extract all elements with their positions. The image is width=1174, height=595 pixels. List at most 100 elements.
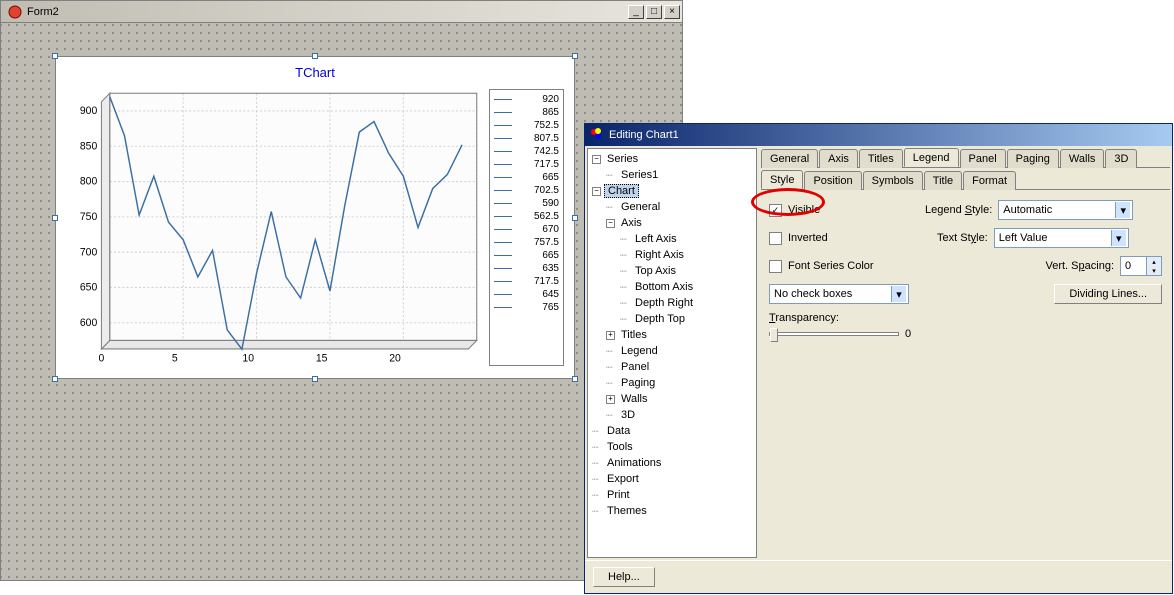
tree-item[interactable]: ┈Top Axis: [588, 263, 756, 279]
maximize-button[interactable]: □: [646, 5, 662, 19]
tab-legend[interactable]: Legend: [904, 148, 959, 167]
tree-item[interactable]: ┈Animations: [588, 455, 756, 471]
form-designer-window: Form2 _ □ × TChart 900850800750700650600…: [0, 0, 683, 581]
svg-text:650: 650: [80, 282, 98, 294]
legend-row: 562.5: [494, 210, 559, 223]
tree-item[interactable]: ┈Tools: [588, 439, 756, 455]
svg-text:850: 850: [80, 140, 98, 152]
visible-checkbox[interactable]: ✓: [769, 204, 782, 217]
inverted-checkbox[interactable]: [769, 232, 782, 245]
checkboxes-combo[interactable]: No check boxes ▾: [769, 284, 909, 304]
svg-text:0: 0: [99, 353, 105, 365]
tree-item[interactable]: ┈Depth Top: [588, 311, 756, 327]
tab-axis[interactable]: Axis: [819, 149, 858, 168]
legend-style-combo[interactable]: Automatic ▾: [998, 200, 1133, 220]
tree-item[interactable]: ┈Export: [588, 471, 756, 487]
chevron-down-icon: ▾: [1115, 202, 1130, 218]
tree-item[interactable]: ┈Depth Right: [588, 295, 756, 311]
legend-row: 742.5: [494, 145, 559, 158]
tree-item[interactable]: ┈Right Axis: [588, 247, 756, 263]
resize-handle[interactable]: [312, 376, 318, 382]
chart-selection[interactable]: TChart 90085080075070065060005101520 920…: [55, 56, 575, 379]
subtab-title[interactable]: Title: [924, 171, 962, 190]
tree-view[interactable]: −Series┈Series1−Chart┈General−Axis┈Left …: [587, 148, 757, 558]
tree-item[interactable]: ┈Bottom Axis: [588, 279, 756, 295]
vert-spacing-spinner[interactable]: 0 ▴▾: [1120, 256, 1162, 276]
help-button[interactable]: Help...: [593, 567, 655, 587]
editor-titlebar[interactable]: Editing Chart1: [585, 124, 1172, 146]
tree-item[interactable]: ┈Legend: [588, 343, 756, 359]
legend-row: 665: [494, 171, 559, 184]
legend-row: 765: [494, 301, 559, 314]
tree-item[interactable]: ┈Panel: [588, 359, 756, 375]
resize-handle[interactable]: [52, 53, 58, 59]
svg-text:15: 15: [316, 353, 328, 365]
font-series-checkbox[interactable]: [769, 260, 782, 273]
tree-item[interactable]: ┈Left Axis: [588, 231, 756, 247]
dividing-lines-button[interactable]: Dividing Lines...: [1054, 284, 1162, 304]
svg-text:10: 10: [242, 353, 254, 365]
font-series-label: Font Series Color: [788, 260, 874, 272]
editor-title: Editing Chart1: [609, 129, 679, 141]
tab-titles[interactable]: Titles: [859, 149, 903, 168]
tree-item[interactable]: ┈3D: [588, 407, 756, 423]
svg-text:750: 750: [80, 211, 98, 223]
sub-tab-row: StylePositionSymbolsTitleFormat: [761, 170, 1170, 190]
chart-plot-area: 90085080075070065060005101520: [66, 89, 483, 366]
tab-walls[interactable]: Walls: [1060, 149, 1104, 168]
resize-handle[interactable]: [52, 215, 58, 221]
resize-handle[interactable]: [572, 53, 578, 59]
main-tab-row: GeneralAxisTitlesLegendPanelPagingWalls3…: [761, 148, 1170, 168]
minimize-button[interactable]: _: [628, 5, 644, 19]
chart-title: TChart: [56, 57, 574, 82]
transparency-slider[interactable]: [769, 332, 899, 336]
transparency-value: 0: [905, 328, 911, 340]
subtab-format[interactable]: Format: [963, 171, 1016, 190]
text-style-combo[interactable]: Left Value ▾: [994, 228, 1129, 248]
inverted-label: Inverted: [788, 232, 828, 244]
close-button[interactable]: ×: [664, 5, 680, 19]
tree-item[interactable]: ┈Themes: [588, 503, 756, 519]
chevron-down-icon: ▾: [891, 286, 906, 302]
tree-item[interactable]: −Axis: [588, 215, 756, 231]
legend-row: 807.5: [494, 132, 559, 145]
tree-item[interactable]: −Chart: [588, 183, 756, 199]
legend-style-label: Legend Style:: [925, 204, 992, 216]
svg-text:20: 20: [389, 353, 401, 365]
tree-item[interactable]: ┈Print: [588, 487, 756, 503]
resize-handle[interactable]: [572, 376, 578, 382]
resize-handle[interactable]: [312, 53, 318, 59]
editor-icon: [589, 127, 605, 143]
tree-item[interactable]: ┈Series1: [588, 167, 756, 183]
subtab-position[interactable]: Position: [804, 171, 861, 190]
tab-3d[interactable]: 3D: [1105, 149, 1137, 168]
resize-handle[interactable]: [52, 376, 58, 382]
editor-bottom-bar: Help...: [585, 560, 1172, 593]
subtab-style[interactable]: Style: [761, 170, 803, 189]
vert-spacing-label: Vert. Spacing:: [1045, 260, 1114, 272]
subtab-symbols[interactable]: Symbols: [863, 171, 923, 190]
chart-panel[interactable]: TChart 90085080075070065060005101520 920…: [55, 56, 575, 379]
legend-row: 635: [494, 262, 559, 275]
app-icon: [7, 4, 23, 20]
chart-editor-window: Editing Chart1 −Series┈Series1−Chart┈Gen…: [584, 123, 1173, 594]
svg-text:600: 600: [80, 317, 98, 329]
tree-item[interactable]: +Walls: [588, 391, 756, 407]
legend-row: 702.5: [494, 184, 559, 197]
visible-label: Visible: [788, 204, 820, 216]
tree-item[interactable]: −Series: [588, 151, 756, 167]
tree-item[interactable]: ┈Paging: [588, 375, 756, 391]
legend-row: 645: [494, 288, 559, 301]
tab-panel[interactable]: Panel: [960, 149, 1006, 168]
tree-item[interactable]: +Titles: [588, 327, 756, 343]
svg-text:800: 800: [80, 176, 98, 188]
legend-row: 670: [494, 223, 559, 236]
tree-item[interactable]: ┈General: [588, 199, 756, 215]
tree-item[interactable]: ┈Data: [588, 423, 756, 439]
legend-row: 920: [494, 93, 559, 106]
legend-row: 717.5: [494, 158, 559, 171]
tab-general[interactable]: General: [761, 149, 818, 168]
resize-handle[interactable]: [572, 215, 578, 221]
form-titlebar[interactable]: Form2 _ □ ×: [1, 1, 682, 23]
tab-paging[interactable]: Paging: [1007, 149, 1059, 168]
